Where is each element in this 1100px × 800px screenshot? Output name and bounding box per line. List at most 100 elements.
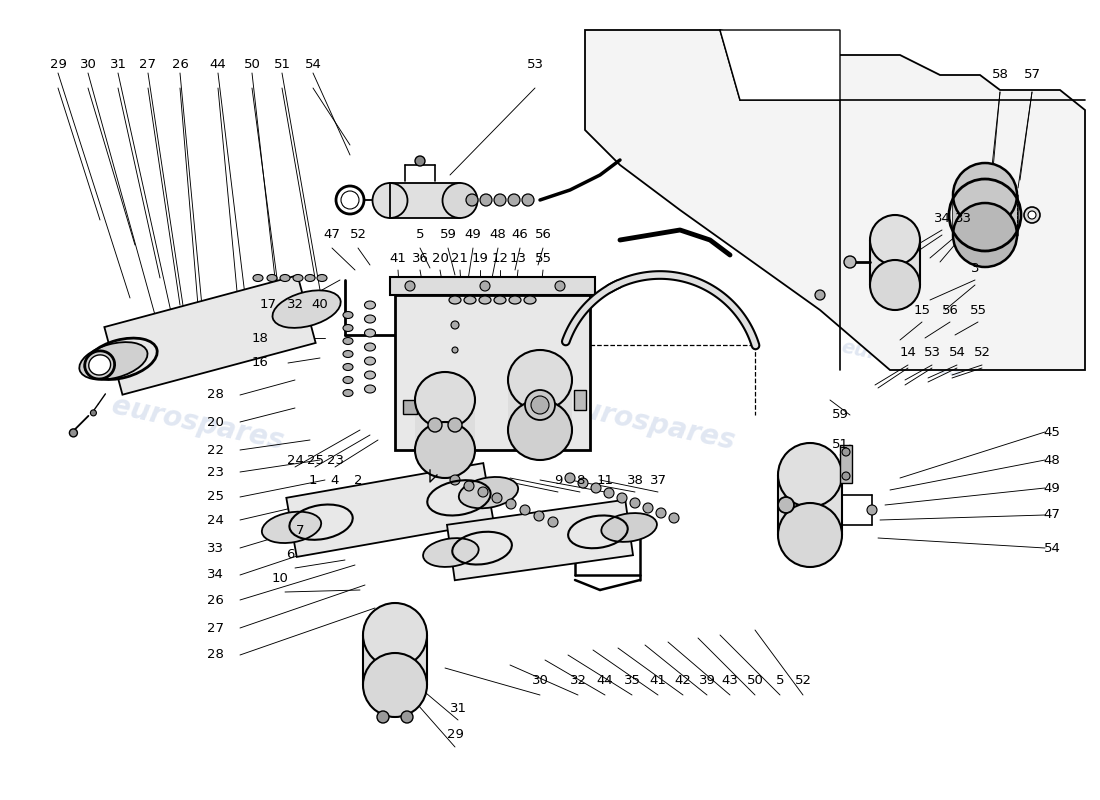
Text: 28: 28 (207, 389, 223, 402)
Circle shape (669, 513, 679, 523)
Ellipse shape (79, 342, 147, 380)
Ellipse shape (464, 296, 476, 304)
Text: 9: 9 (553, 474, 562, 486)
Text: 38: 38 (627, 474, 644, 486)
Polygon shape (447, 500, 632, 580)
Text: 53: 53 (924, 346, 940, 358)
Circle shape (428, 418, 442, 432)
Text: 30: 30 (531, 674, 549, 686)
Circle shape (492, 493, 502, 503)
Circle shape (531, 396, 549, 414)
Ellipse shape (343, 350, 353, 358)
Circle shape (591, 483, 601, 493)
Text: 49: 49 (464, 229, 482, 242)
Text: 40: 40 (311, 298, 329, 311)
Text: 23: 23 (327, 454, 343, 466)
Circle shape (617, 493, 627, 503)
Ellipse shape (509, 296, 521, 304)
Circle shape (565, 473, 575, 483)
Ellipse shape (293, 274, 303, 282)
Text: 44: 44 (596, 674, 614, 686)
Ellipse shape (778, 443, 842, 507)
Text: 59: 59 (440, 229, 456, 242)
Ellipse shape (449, 296, 461, 304)
Text: 34: 34 (207, 569, 223, 582)
Text: 54: 54 (1044, 542, 1060, 554)
Ellipse shape (341, 191, 359, 209)
Text: 51: 51 (832, 438, 848, 451)
Text: 2: 2 (354, 474, 362, 486)
Ellipse shape (1028, 211, 1036, 219)
Ellipse shape (415, 372, 475, 428)
Circle shape (90, 410, 97, 416)
Ellipse shape (424, 538, 478, 567)
Ellipse shape (442, 183, 477, 218)
Text: 5: 5 (416, 229, 425, 242)
Ellipse shape (364, 385, 375, 393)
Text: 32: 32 (286, 298, 304, 311)
Circle shape (452, 347, 458, 353)
Text: 49: 49 (1044, 482, 1060, 494)
Bar (508, 380, 572, 430)
Text: 58: 58 (991, 69, 1009, 82)
Circle shape (520, 505, 530, 515)
Text: 51: 51 (274, 58, 290, 71)
Circle shape (466, 194, 478, 206)
Bar (390, 277, 595, 295)
Bar (390, 183, 460, 218)
Text: 46: 46 (512, 229, 528, 242)
Ellipse shape (373, 183, 407, 218)
Text: 45: 45 (1044, 426, 1060, 438)
Bar (363, 635, 427, 685)
Text: 42: 42 (674, 674, 692, 686)
Ellipse shape (343, 390, 353, 397)
Ellipse shape (262, 512, 321, 543)
Text: 41: 41 (389, 251, 406, 265)
Text: 50: 50 (243, 58, 261, 71)
Circle shape (842, 448, 850, 456)
Text: 27: 27 (140, 58, 156, 71)
Text: 53: 53 (527, 58, 543, 71)
Text: 23: 23 (207, 466, 223, 478)
Polygon shape (286, 463, 494, 557)
Text: 6: 6 (286, 549, 294, 562)
Text: 34: 34 (934, 211, 950, 225)
Text: 47: 47 (1044, 509, 1060, 522)
Ellipse shape (364, 371, 375, 379)
Text: 52: 52 (974, 346, 990, 358)
Ellipse shape (459, 477, 518, 508)
Circle shape (644, 503, 653, 513)
Ellipse shape (364, 315, 375, 323)
Text: 59: 59 (832, 409, 848, 422)
Text: 39: 39 (698, 674, 715, 686)
Text: 3: 3 (970, 262, 979, 274)
Circle shape (494, 194, 506, 206)
Bar (840, 445, 852, 483)
Ellipse shape (85, 351, 114, 379)
Ellipse shape (343, 325, 353, 331)
Text: 26: 26 (207, 594, 223, 606)
Text: 44: 44 (210, 58, 227, 71)
Text: 22: 22 (207, 443, 223, 457)
Ellipse shape (508, 350, 572, 410)
Circle shape (450, 475, 460, 485)
Text: 12: 12 (492, 251, 508, 265)
Bar (403, 400, 417, 414)
Bar (953, 195, 1018, 235)
Text: 57: 57 (1023, 69, 1041, 82)
Circle shape (844, 256, 856, 268)
Circle shape (656, 508, 666, 518)
Circle shape (604, 488, 614, 498)
Circle shape (815, 290, 825, 300)
Circle shape (448, 418, 462, 432)
Text: 48: 48 (490, 229, 506, 242)
Circle shape (556, 281, 565, 291)
Text: 24: 24 (287, 454, 304, 466)
Circle shape (525, 390, 556, 420)
Ellipse shape (89, 355, 111, 375)
Text: 31: 31 (450, 702, 466, 714)
Text: 16: 16 (252, 357, 268, 370)
Circle shape (867, 505, 877, 515)
Text: 35: 35 (624, 674, 640, 686)
Ellipse shape (280, 274, 290, 282)
